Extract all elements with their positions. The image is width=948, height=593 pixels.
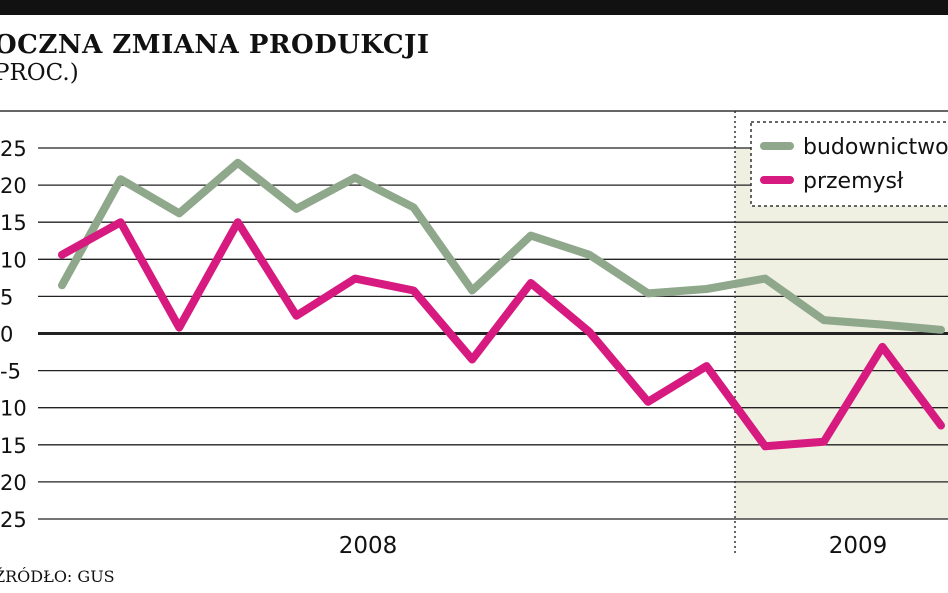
legend-box xyxy=(750,121,948,207)
y-tick-label: 20 xyxy=(0,174,27,198)
y-tick-label: 25 xyxy=(0,137,27,161)
x-label-2008: 2008 xyxy=(339,533,398,559)
legend-label-przemysl: przemysł xyxy=(803,169,904,194)
y-tick-label: 10 xyxy=(0,248,27,272)
y-tick-label: -5 xyxy=(0,360,21,384)
y-tick-label: 15 xyxy=(0,434,27,458)
y-tick-label: 20 xyxy=(0,471,27,495)
series-line-budownictwo xyxy=(58,158,945,334)
y-tick-label: 5 xyxy=(0,285,13,309)
chart-title: OCZNA ZMIANA PRODUKCJI xyxy=(0,30,430,60)
source-note: ŹRÓDŁO: GUS xyxy=(0,567,115,586)
series-line-przemysl xyxy=(58,218,945,451)
legend-label-budownictwo: budownictwo xyxy=(803,135,948,160)
top-bar xyxy=(0,0,948,15)
x-label-2009: 2009 xyxy=(829,533,888,559)
y-tick-label: 25 xyxy=(0,508,27,532)
chart-unit: PROC.) xyxy=(0,60,79,86)
y-tick-label: 10 xyxy=(0,397,27,421)
legend: budownictwo przemysł xyxy=(750,121,948,207)
y-tick-label: 15 xyxy=(0,211,27,235)
y-tick-label: 0 xyxy=(0,323,13,347)
